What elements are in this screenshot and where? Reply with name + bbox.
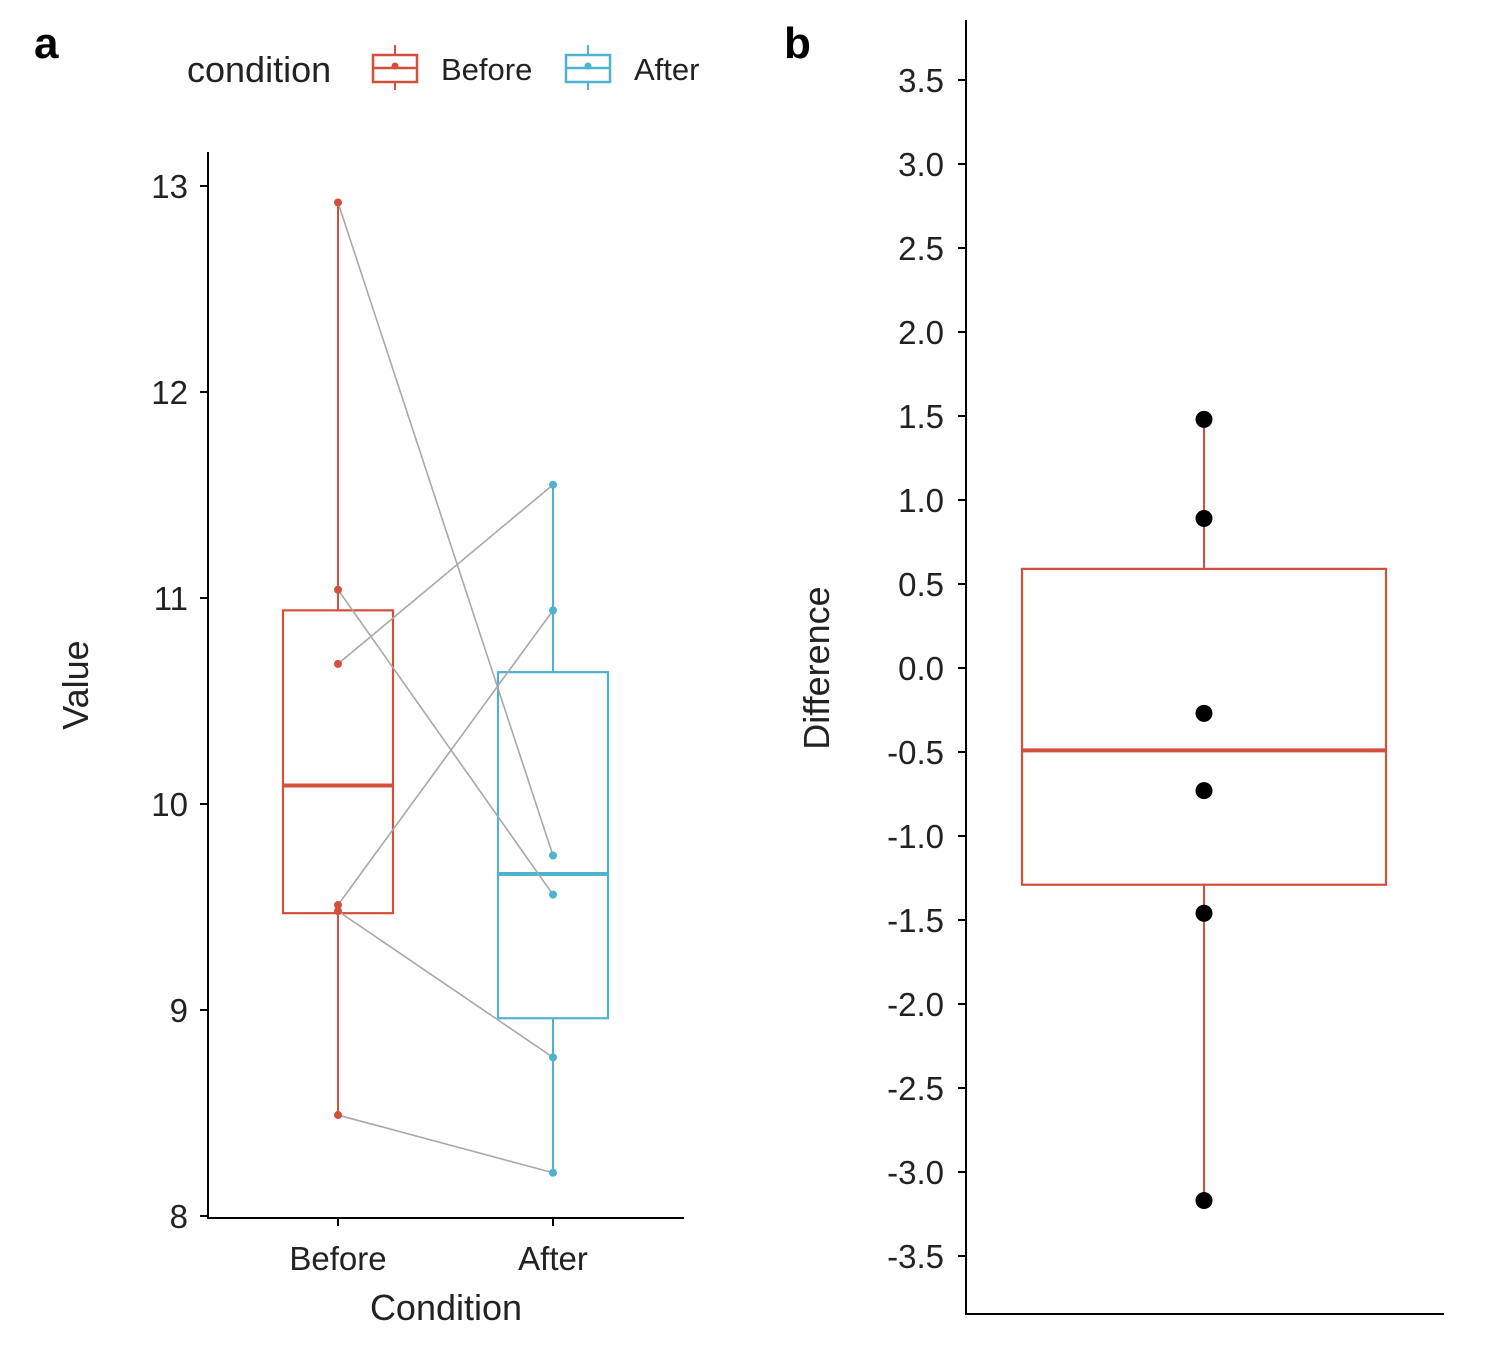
y-tick-label: -1.5 xyxy=(887,902,944,939)
box-after xyxy=(496,671,610,1020)
y-tick-label: 2.0 xyxy=(898,314,944,351)
pair-line xyxy=(337,609,554,906)
data-point xyxy=(1195,782,1213,800)
legend-label-before: Before xyxy=(441,52,532,87)
y-tick-label: 10 xyxy=(151,786,188,823)
data-point-after xyxy=(549,890,557,899)
legend: condition Before After xyxy=(187,45,699,90)
legend-key-before xyxy=(371,45,419,90)
x-tick-label: After xyxy=(518,1240,588,1277)
legend-key-after-point xyxy=(584,62,592,70)
legend-title: condition xyxy=(187,49,331,90)
data-point-before xyxy=(334,198,342,207)
legend-key-after xyxy=(564,45,612,90)
data-points xyxy=(334,198,557,1177)
y-tick-label: -2.5 xyxy=(887,1070,944,1107)
y-tick-label: 12 xyxy=(151,374,188,411)
boxplot xyxy=(1020,419,1388,1201)
data-point-before xyxy=(334,1111,342,1120)
data-point-after xyxy=(549,606,557,615)
y-tick-label: 8 xyxy=(170,1198,188,1235)
y-axis-title: Value xyxy=(55,640,96,729)
data-point-before xyxy=(334,659,342,668)
panel-a: condition Before After 8 9 10 11 12 13 Before… xyxy=(55,45,699,1328)
y-tick-label: 0.0 xyxy=(898,650,944,687)
y-tick-label: 13 xyxy=(151,168,188,205)
y-tick-label: -3.0 xyxy=(887,1154,944,1191)
y-tick-label: 0.5 xyxy=(898,566,944,603)
data-points xyxy=(1195,410,1213,1210)
y-tick-label: -2.0 xyxy=(887,986,944,1023)
data-point-after xyxy=(549,1053,557,1062)
x-tick-label: Before xyxy=(289,1240,386,1277)
y-tick-label: 1.5 xyxy=(898,398,944,435)
y-tick-label: 9 xyxy=(170,992,188,1029)
data-point-after xyxy=(549,851,557,860)
y-tick-label: 2.5 xyxy=(898,230,944,267)
panel-b: 3.5 3.0 2.5 2.0 1.5 1.0 0.5 0.0 -0.5 -1.0 -1.5 -2.0… xyxy=(796,20,1444,1315)
data-point-before xyxy=(334,907,342,916)
data-point-after xyxy=(549,480,557,489)
data-point xyxy=(1195,1192,1213,1210)
pair-line xyxy=(337,1114,554,1174)
y-tick-label: 3.0 xyxy=(898,146,944,183)
pair-line xyxy=(337,910,554,1059)
panel-label-a: a xyxy=(34,19,59,68)
data-point xyxy=(1195,509,1213,527)
y-tick-label: 11 xyxy=(154,580,188,617)
y-tick-label: -0.5 xyxy=(887,734,944,771)
pair-line xyxy=(337,589,554,896)
legend-key-before-point xyxy=(391,62,399,70)
panel-label-b: b xyxy=(784,19,811,68)
pair-line xyxy=(337,202,554,856)
y-axis-title: Difference xyxy=(796,586,837,749)
y-tick-label: 3.5 xyxy=(898,62,944,99)
y-tick-label: -1.0 xyxy=(887,818,944,855)
data-point xyxy=(1195,704,1213,722)
legend-label-after: After xyxy=(634,52,699,87)
pair-line xyxy=(337,484,554,665)
y-tick-label: -3.5 xyxy=(887,1238,944,1275)
data-point xyxy=(1195,410,1213,428)
box xyxy=(1020,567,1388,886)
y-tick-label: 1.0 xyxy=(898,482,944,519)
data-point-before xyxy=(334,900,342,909)
data-point-after xyxy=(549,1168,557,1177)
paired-lines xyxy=(337,202,554,1174)
y-axis-ticks: 8 9 10 11 12 13 xyxy=(151,168,208,1235)
y-axis-ticks: 3.5 3.0 2.5 2.0 1.5 1.0 0.5 0.0 -0.5 -1.0 -1.5 -2.0… xyxy=(887,62,966,1275)
x-axis-title: Condition xyxy=(370,1287,522,1328)
data-point xyxy=(1195,904,1213,922)
data-point-before xyxy=(334,585,342,594)
x-axis-ticks: Before After xyxy=(289,1218,588,1277)
